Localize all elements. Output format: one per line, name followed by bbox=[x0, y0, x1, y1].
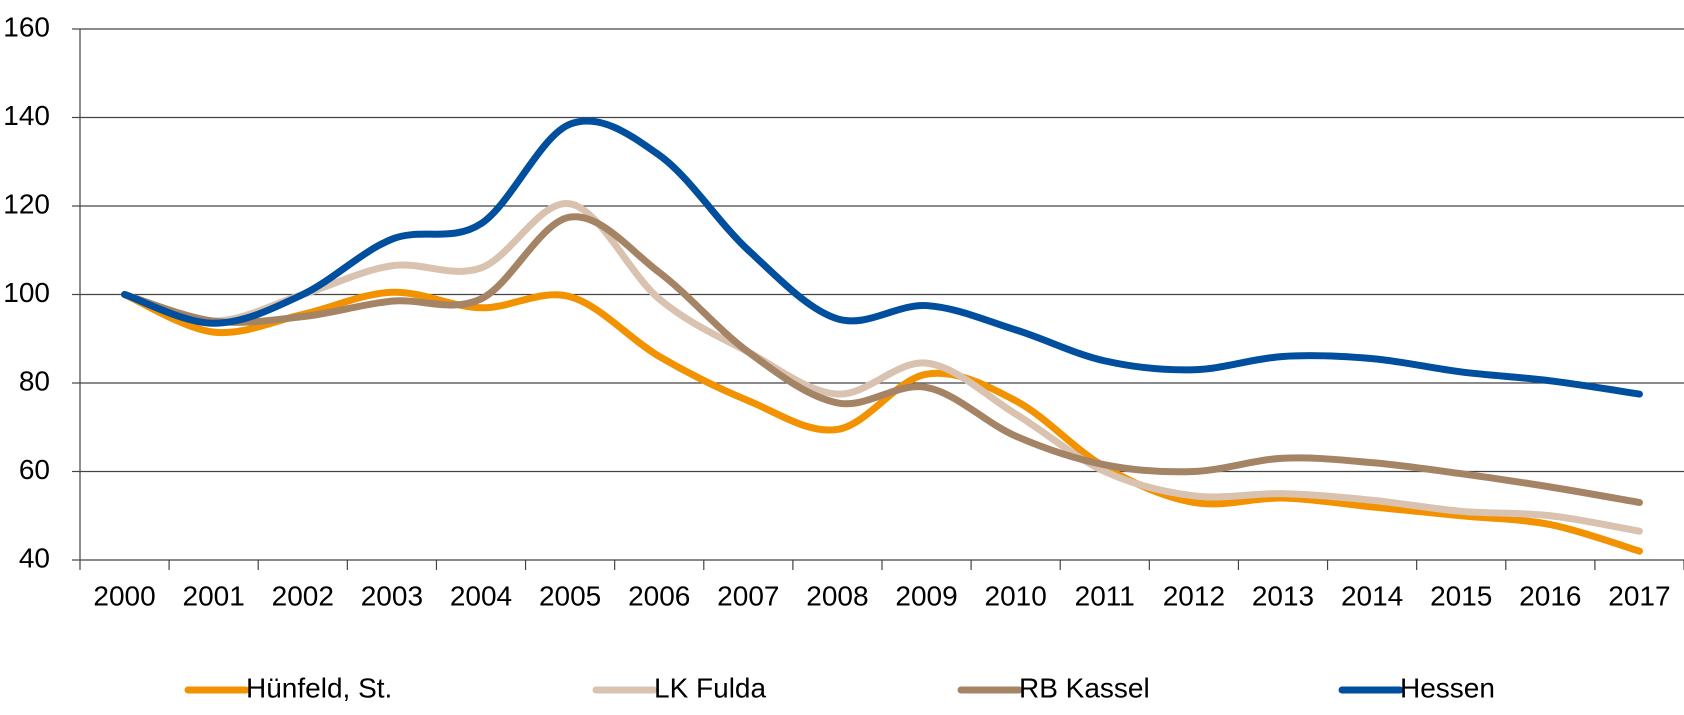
y-tick-label: 60 bbox=[19, 454, 50, 485]
y-tick-label: 100 bbox=[3, 277, 50, 308]
y-tick-label: 160 bbox=[3, 11, 50, 42]
x-tick-label: 2008 bbox=[806, 580, 868, 611]
data-line bbox=[121, 288, 1643, 555]
x-tick-label: 2011 bbox=[1075, 580, 1135, 611]
x-tick-label: 2000 bbox=[93, 580, 155, 611]
x-tick-label: 2001 bbox=[183, 580, 245, 611]
x-tick-label: 2004 bbox=[450, 580, 512, 611]
x-tick-label: 2003 bbox=[361, 580, 423, 611]
data-line bbox=[121, 117, 1643, 398]
x-tick-label: 2009 bbox=[895, 580, 957, 611]
x-tick-label: 2016 bbox=[1519, 580, 1581, 611]
x-tick-label: 2007 bbox=[717, 580, 779, 611]
x-tick-label: 2005 bbox=[539, 580, 601, 611]
legend-label: Hünfeld, St. bbox=[246, 672, 392, 703]
data-line bbox=[121, 200, 1643, 535]
data-line bbox=[121, 213, 1643, 506]
y-tick-label: 80 bbox=[19, 365, 50, 396]
legend-label: Hessen bbox=[1400, 672, 1495, 703]
y-tick-label: 40 bbox=[19, 542, 50, 573]
x-tick-label: 2006 bbox=[628, 580, 690, 611]
x-tick-label: 2017 bbox=[1608, 580, 1670, 611]
x-tick-label: 2010 bbox=[985, 580, 1047, 611]
x-tick-label: 2013 bbox=[1252, 580, 1314, 611]
legend-label: RB Kassel bbox=[1019, 672, 1150, 703]
y-tick-label: 120 bbox=[3, 188, 50, 219]
x-tick-label: 2014 bbox=[1341, 580, 1403, 611]
x-tick-label: 2012 bbox=[1163, 580, 1225, 611]
legend-label: LK Fulda bbox=[654, 672, 766, 703]
y-tick-label: 140 bbox=[3, 100, 50, 131]
x-tick-label: 2002 bbox=[272, 580, 334, 611]
x-tick-label: 2015 bbox=[1430, 580, 1492, 611]
